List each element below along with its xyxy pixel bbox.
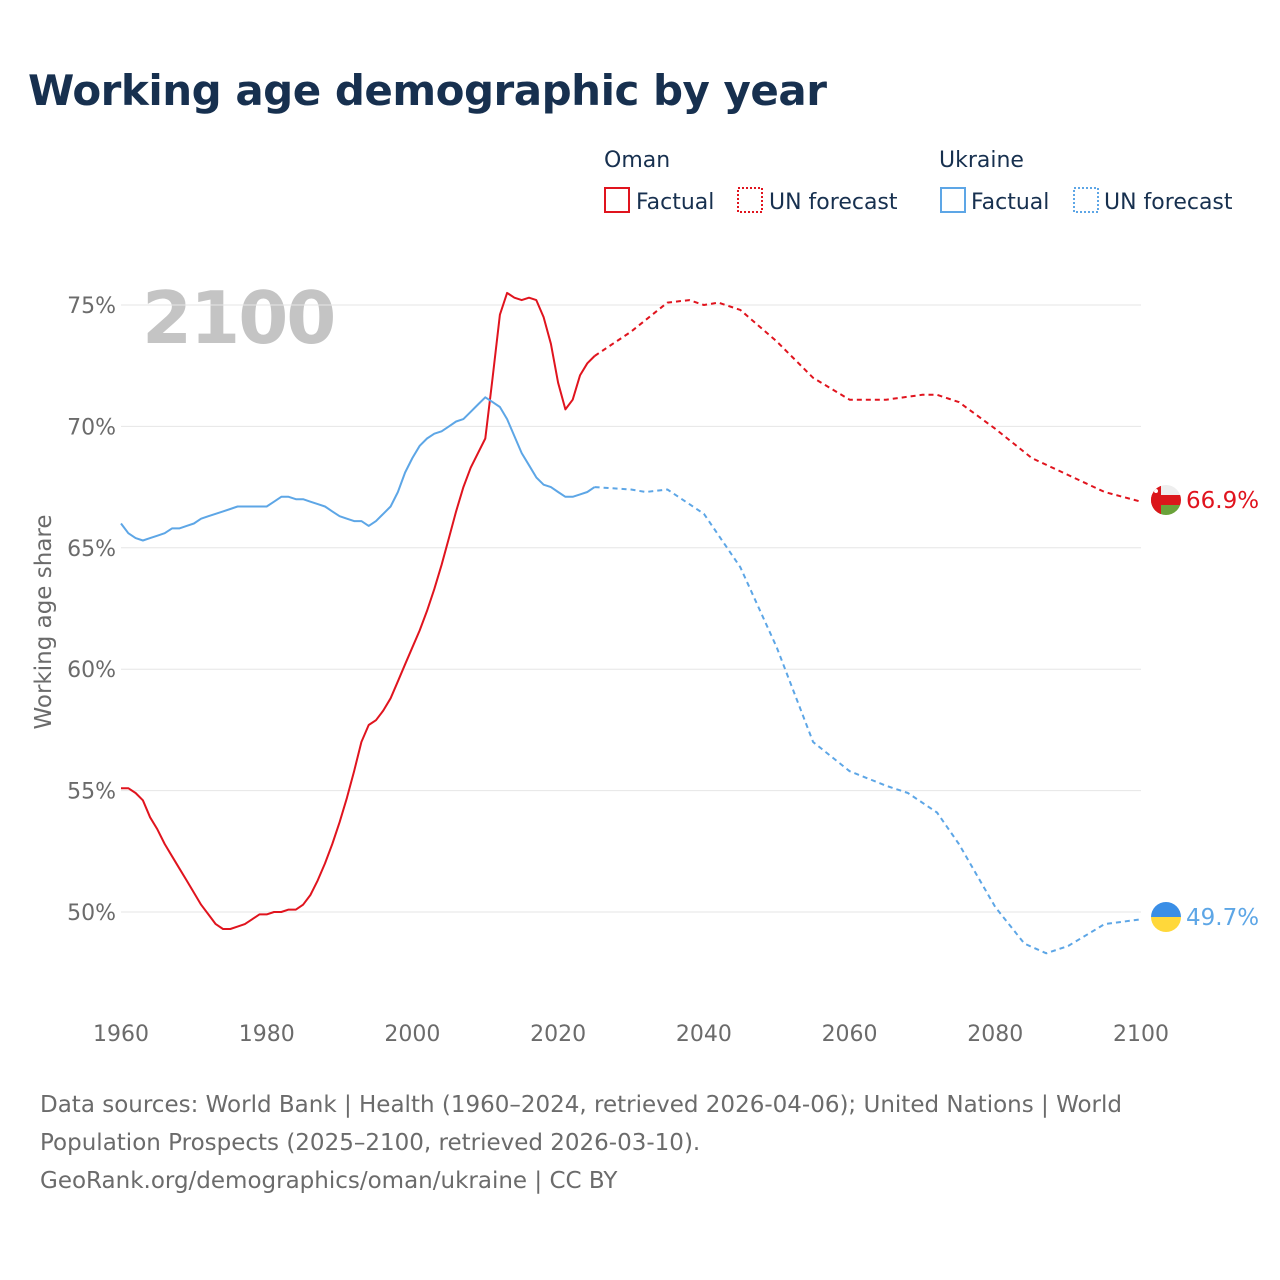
year-watermark: 2100 <box>142 276 334 360</box>
x-tick-label: 2000 <box>384 1022 440 1047</box>
x-tick-label: 2060 <box>822 1022 878 1047</box>
data-sources: Data sources: World Bank | Health (1960–… <box>40 1092 1122 1156</box>
y-tick-label: 75% <box>67 294 116 319</box>
x-tick-label: 2020 <box>530 1022 586 1047</box>
legend-label-ukraine-forecast: UN forecast <box>1104 190 1233 215</box>
legend-swatch-ukraine-factual <box>940 187 966 213</box>
flag-icon-oman <box>1151 485 1181 515</box>
legend-label-oman-factual: Factual <box>636 190 714 215</box>
x-tick-label: 2080 <box>967 1022 1023 1047</box>
chart-title: Working age demographic by year <box>28 66 827 115</box>
series-line-oman-factual[interactable] <box>121 291 596 930</box>
gridlines <box>121 304 1141 913</box>
x-tick-label: 1960 <box>93 1022 149 1047</box>
y-axis-title: Working age share <box>31 514 57 729</box>
end-label-ukraine: 49.7% <box>1186 905 1259 931</box>
y-axis-ticks: 50% 55% 60% 65% 70% 75% <box>67 294 116 926</box>
y-tick-label: 65% <box>67 537 116 562</box>
y-tick-label: 50% <box>67 901 116 926</box>
flag-icon-ukraine <box>1151 902 1181 932</box>
x-tick-label: 2100 <box>1113 1022 1169 1047</box>
y-tick-label: 55% <box>67 780 116 805</box>
legend-country-oman: Oman <box>604 148 670 173</box>
legend-group-ukraine[interactable]: Ukraine Factual UN forecast <box>939 148 1233 215</box>
series-line-oman-forecast[interactable] <box>594 299 1142 503</box>
legend-label-ukraine-factual: Factual <box>971 190 1049 215</box>
footer: Data sources: World Bank | Health (1960–… <box>40 1086 1200 1200</box>
x-axis-ticks: 1960 1980 2000 2020 2040 2060 2080 2100 <box>93 1022 1169 1047</box>
legend-swatch-oman-forecast <box>737 187 763 213</box>
x-tick-label: 1980 <box>239 1022 295 1047</box>
legend-label-oman-forecast: UN forecast <box>769 190 898 215</box>
legend-swatch-oman-factual <box>604 187 630 213</box>
end-label-oman: 66.9% <box>1186 488 1259 514</box>
legend-swatch-ukraine-forecast <box>1073 187 1099 213</box>
y-tick-label: 60% <box>67 658 116 683</box>
x-tick-label: 2040 <box>676 1022 732 1047</box>
y-tick-label: 70% <box>67 415 116 440</box>
legend: Oman Factual UN forecast Ukraine Factual… <box>604 148 1233 215</box>
legend-country-ukraine: Ukraine <box>939 148 1024 173</box>
attribution: GeoRank.org/demographics/oman/ukraine | … <box>40 1168 618 1194</box>
series <box>120 291 1142 955</box>
legend-group-oman[interactable]: Oman Factual UN forecast <box>604 148 898 215</box>
series-line-ukraine-factual[interactable] <box>120 396 596 542</box>
series-line-ukraine-forecast[interactable] <box>594 486 1142 955</box>
